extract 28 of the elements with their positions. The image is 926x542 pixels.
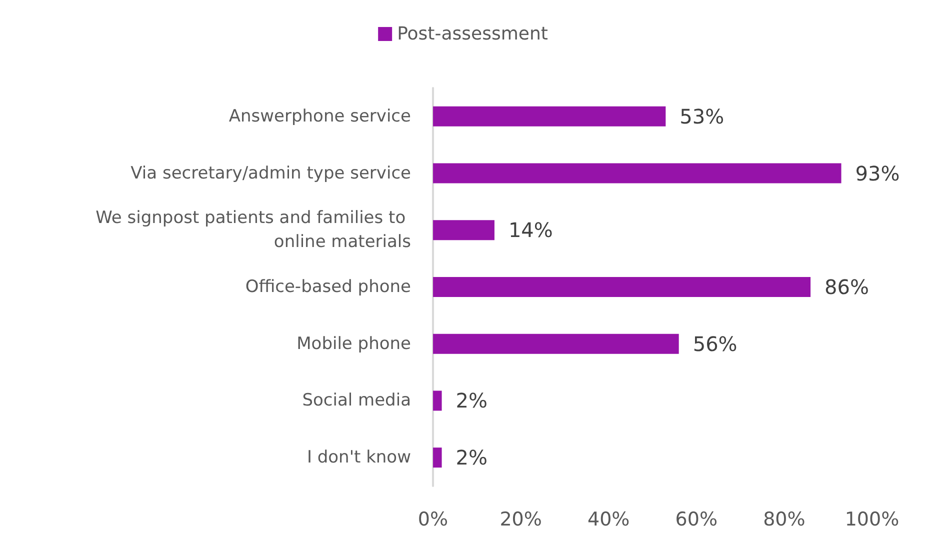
bar <box>433 448 442 468</box>
data-label: 86% <box>824 275 869 299</box>
bar <box>433 277 811 297</box>
bar <box>433 220 494 240</box>
x-tick-label: 40% <box>587 508 630 530</box>
data-label: 93% <box>855 161 900 186</box>
y-tick-label: Mobile phone <box>296 334 411 354</box>
x-tick-label: 80% <box>763 508 806 530</box>
legend-label: Post-assessment <box>397 24 548 44</box>
y-tick-label: Office-based phone <box>245 277 411 297</box>
bar <box>433 390 442 411</box>
x-tick-label: 0% <box>418 508 448 530</box>
data-label: 53% <box>680 104 724 128</box>
y-tick-label: We signpost patients and families to online materials <box>96 208 412 252</box>
y-tick-label: Social media <box>302 390 411 411</box>
data-label: 56% <box>692 332 738 356</box>
data-label: 2% <box>456 388 488 413</box>
y-tick-label: I don't know <box>306 448 412 468</box>
x-tick-label: 100% <box>844 508 900 530</box>
bar <box>433 334 679 354</box>
x-tick-label: 60% <box>675 508 718 530</box>
data-label: 2% <box>456 446 488 470</box>
y-tick-label: Answerphone service <box>228 106 411 126</box>
x-tick-label: 20% <box>500 508 542 530</box>
bar <box>433 163 842 184</box>
y-tick-label: Via secretary/admin type service <box>130 163 411 184</box>
data-label: 14% <box>508 218 553 242</box>
bar <box>433 106 666 126</box>
